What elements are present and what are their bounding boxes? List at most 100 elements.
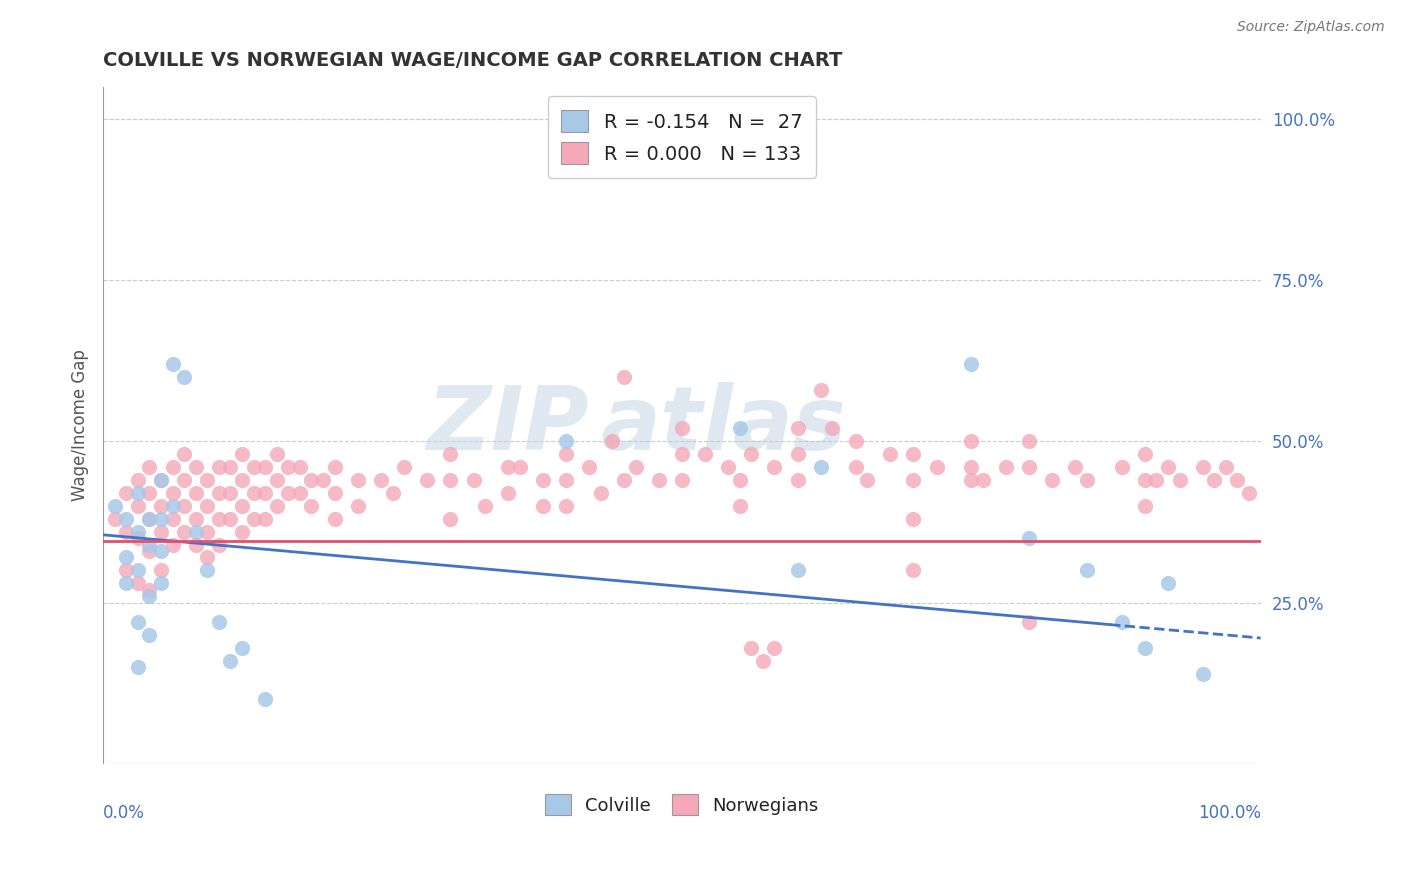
Point — [1018, 615, 1040, 629]
Point — [254, 692, 277, 706]
Point — [288, 460, 311, 475]
Point — [208, 512, 231, 526]
Point — [138, 537, 160, 551]
Text: COLVILLE VS NORWEGIAN WAGE/INCOME GAP CORRELATION CHART: COLVILLE VS NORWEGIAN WAGE/INCOME GAP CO… — [103, 51, 842, 70]
Point — [115, 486, 138, 500]
Point — [613, 473, 636, 487]
Point — [555, 434, 578, 449]
Point — [671, 473, 693, 487]
Point — [150, 473, 173, 487]
Point — [162, 486, 184, 500]
Point — [821, 421, 844, 435]
Point — [115, 524, 138, 539]
Point — [439, 473, 461, 487]
Point — [346, 473, 368, 487]
Point — [463, 473, 485, 487]
Point — [219, 460, 242, 475]
Point — [786, 563, 808, 577]
Text: Source: ZipAtlas.com: Source: ZipAtlas.com — [1237, 20, 1385, 34]
Point — [127, 499, 149, 513]
Point — [242, 512, 264, 526]
Point — [184, 512, 207, 526]
Point — [555, 473, 578, 487]
Point — [810, 460, 832, 475]
Point — [162, 357, 184, 371]
Point — [173, 447, 195, 461]
Point — [1076, 563, 1098, 577]
Point — [208, 460, 231, 475]
Point — [115, 576, 138, 591]
Text: ZIP: ZIP — [426, 382, 589, 468]
Point — [242, 460, 264, 475]
Point — [162, 512, 184, 526]
Point — [138, 628, 160, 642]
Point — [1133, 499, 1156, 513]
Point — [115, 550, 138, 565]
Point — [162, 537, 184, 551]
Point — [346, 499, 368, 513]
Point — [925, 460, 948, 475]
Point — [671, 447, 693, 461]
Point — [1040, 473, 1063, 487]
Point — [127, 660, 149, 674]
Point — [496, 486, 519, 500]
Point — [693, 447, 716, 461]
Point — [740, 447, 762, 461]
Point — [138, 512, 160, 526]
Point — [509, 460, 531, 475]
Point — [266, 499, 288, 513]
Point — [555, 447, 578, 461]
Point — [531, 473, 554, 487]
Point — [288, 486, 311, 500]
Point — [810, 383, 832, 397]
Point — [231, 524, 253, 539]
Point — [1111, 460, 1133, 475]
Point — [960, 434, 983, 449]
Point — [1237, 486, 1260, 500]
Point — [301, 499, 323, 513]
Point — [844, 434, 866, 449]
Point — [1133, 447, 1156, 461]
Point — [208, 615, 231, 629]
Point — [786, 447, 808, 461]
Point — [740, 640, 762, 655]
Point — [1133, 640, 1156, 655]
Point — [728, 473, 751, 487]
Point — [301, 473, 323, 487]
Point — [972, 473, 994, 487]
Point — [173, 369, 195, 384]
Point — [127, 576, 149, 591]
Text: 0.0%: 0.0% — [103, 805, 145, 822]
Point — [138, 589, 160, 603]
Point — [323, 486, 346, 500]
Point — [960, 473, 983, 487]
Point — [323, 460, 346, 475]
Point — [531, 499, 554, 513]
Point — [578, 460, 600, 475]
Point — [127, 524, 149, 539]
Point — [1168, 473, 1191, 487]
Point — [416, 473, 439, 487]
Point — [1076, 473, 1098, 487]
Point — [127, 563, 149, 577]
Point — [162, 460, 184, 475]
Point — [127, 531, 149, 545]
Point — [613, 369, 636, 384]
Point — [1111, 615, 1133, 629]
Point — [231, 499, 253, 513]
Point — [381, 486, 404, 500]
Point — [903, 512, 925, 526]
Point — [648, 473, 671, 487]
Point — [1191, 460, 1213, 475]
Point — [150, 473, 173, 487]
Point — [195, 524, 218, 539]
Point — [184, 537, 207, 551]
Point — [184, 524, 207, 539]
Point — [138, 460, 160, 475]
Point — [903, 447, 925, 461]
Point — [995, 460, 1018, 475]
Point — [138, 544, 160, 558]
Point — [1018, 434, 1040, 449]
Point — [439, 447, 461, 461]
Point — [150, 563, 173, 577]
